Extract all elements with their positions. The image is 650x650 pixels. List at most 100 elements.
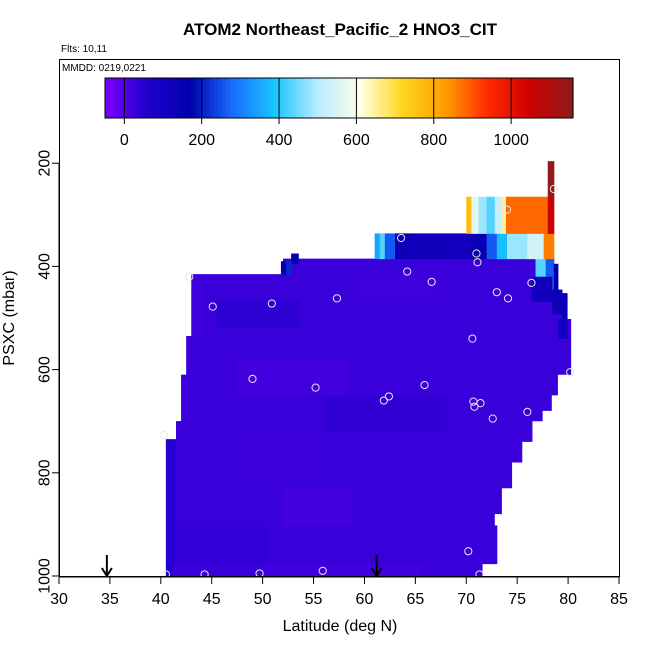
field-column [186,336,192,376]
colorbar-segment [420,78,426,118]
y-tick-label: 200 [37,150,54,177]
observation-point [473,258,482,267]
colorbar-segment [206,78,211,118]
colorbar-segment [358,78,363,118]
colorbar-segment [374,78,379,118]
colorbar-segment [534,78,539,118]
field-layer-cell [471,196,479,234]
observation-points [159,184,575,577]
colorbar-segment [105,78,110,118]
observation-point [427,277,436,286]
colorbar-segment [378,78,383,118]
field-edge-cell [535,258,547,278]
field-column [165,563,172,577]
colorbar-segment [385,78,391,118]
field-band [215,300,300,329]
colorbar-segment [194,78,200,118]
colorbar-segment [245,78,250,118]
colorbar-segment [424,78,430,118]
colorbar-segment [452,78,457,118]
field-layer-cell [505,196,549,234]
colorbar-segment [311,78,317,118]
colorbar-segment [405,78,410,118]
colorbar-segment [327,78,332,118]
x-tick-label: 45 [203,591,221,608]
x-tick-label: 55 [305,591,323,608]
observation-point [332,294,342,303]
y-tick-label: 400 [37,253,54,280]
y-tick-label: 1000 [37,558,54,594]
colorbar-segment [346,78,352,118]
colorbar-segment [124,78,129,118]
y-axis: 200 400 600 800 1000 [37,150,60,594]
colorbar-segment [155,78,161,118]
colorbar-segment [339,78,344,118]
y-axis-label: PSXC (mbar) [1,270,18,365]
observation-point [384,392,393,401]
observation-point [470,402,479,411]
x-tick-label: 50 [254,591,272,608]
field-edge-cell [545,258,555,291]
field-band [325,395,448,433]
field-layer-cell [494,196,503,234]
field-column [191,276,203,337]
observation-point [476,399,485,408]
field-layer-cell [486,196,496,234]
colorbar-segment [292,78,297,118]
colorbar-segment [116,78,122,118]
x-tick-label: 60 [356,591,374,608]
colorbar-segment [323,78,328,118]
colorbar-segment [315,78,321,118]
colorbar-segment [280,78,285,118]
colorbar-segment [249,78,254,118]
chart-title: ATOM2 Northeast_Pacific_2 HNO3_CIT [183,20,498,39]
observation-point [208,302,217,311]
colorbar-segment [237,78,243,118]
observation-point [464,547,473,556]
field-layer-cell [547,196,555,234]
observation-point [185,272,194,281]
colorbar-tick-label: 800 [420,132,447,149]
colorbar-segment [432,78,438,118]
colorbar-segment [561,78,566,118]
field-layer-cell [280,261,287,275]
x-tick-label: 80 [559,591,577,608]
observation-point [420,380,429,390]
colorbar-segment [179,78,184,118]
colorbar-segment [553,78,558,118]
colorbar-segment [144,78,149,118]
colorbar-segment [506,78,512,118]
observation-point [379,396,388,405]
colorbar-segment [401,78,406,118]
colorbar-segment [545,78,551,118]
colorbar-segment [300,78,305,118]
x-axis: 30 35 40 45 50 55 60 65 70 75 80 85 [50,576,628,608]
field-layer-cell [471,233,488,260]
observation-point [503,294,513,303]
observation-point [159,431,168,440]
observation-point [549,184,558,194]
colorbar-ticks: 0 200 400 600 800 1000 [120,78,529,149]
colorbar-segment [225,78,231,118]
y-tick-label: 600 [37,356,54,383]
observation-point [566,368,575,377]
colorbar-segment [467,78,473,118]
x-tick-label: 40 [152,591,170,608]
field-band [354,273,440,301]
colorbar-tick-label: 0 [120,132,129,149]
colorbar-segment [229,78,235,118]
colorbar-segment [479,78,484,118]
observation-point [488,414,497,423]
colorbar-segment [307,78,313,118]
colorbar-segment [214,78,219,118]
colorbar-segment [268,78,274,118]
field-layer-cell [410,233,447,260]
field-edge-cell [551,289,563,315]
colorbar-segment [331,78,336,118]
colorbar-frame [104,77,574,119]
field-layer-cell [496,233,508,260]
colorbar-segment [132,78,137,118]
colorbar-segment [140,78,145,118]
observation-point [403,267,412,276]
